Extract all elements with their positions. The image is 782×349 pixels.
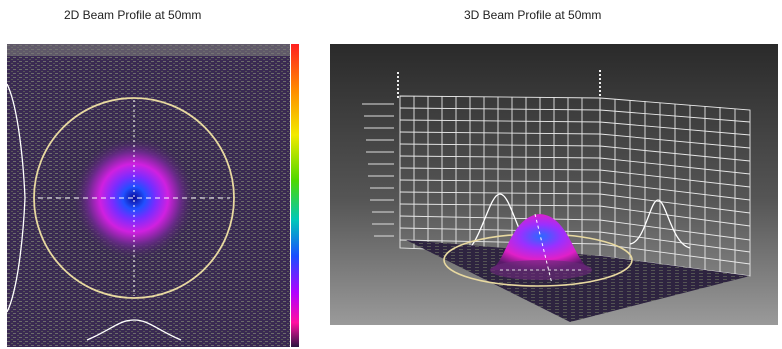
- vertical-profile-curve: [7, 83, 26, 313]
- floor-plane: [406, 240, 750, 322]
- beam-profile-2d: [7, 44, 299, 347]
- beam-spot: [72, 136, 196, 260]
- left-axis-ticks: [362, 103, 394, 237]
- wall-profile-curve-side: [629, 199, 691, 249]
- horizontal-profile-curve: [86, 319, 182, 341]
- left-panel-title: 2D Beam Profile at 50mm: [64, 8, 202, 22]
- peak-crosshair: [534, 213, 553, 285]
- beam-peak: [490, 214, 592, 270]
- color-scale-bar: [291, 44, 299, 347]
- aperture-ring: [33, 97, 235, 299]
- beam-profile-3d: [330, 44, 778, 325]
- right-panel-title: 3D Beam Profile at 50mm: [464, 8, 602, 22]
